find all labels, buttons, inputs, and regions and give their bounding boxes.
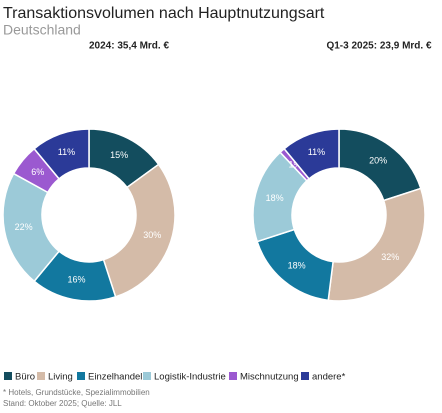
data-label: 20% (369, 156, 387, 166)
legend-swatch (77, 372, 85, 380)
data-label: 1% (289, 159, 302, 169)
legend-swatch (301, 372, 309, 380)
donut-slice (33, 128, 90, 180)
chart-subtitle: Deutschland (3, 22, 81, 38)
donut-slice (283, 128, 340, 180)
legend-label: Mischnutzung (240, 372, 299, 383)
chart-title: Transaktionsvolumen nach Hauptnutzungsar… (3, 5, 325, 22)
legend-label: andere* (312, 372, 346, 383)
donut-slice (327, 187, 426, 302)
data-label: 11% (308, 147, 325, 157)
legend-label: Einzelhandel (88, 372, 142, 383)
data-label: 22% (15, 222, 33, 232)
pie-title: 2024: 35,4 Mrd. € (89, 41, 169, 52)
legend-swatch (37, 372, 45, 380)
legend-label: Büro (15, 372, 35, 383)
data-label: 18% (266, 193, 284, 203)
legend-swatch (229, 372, 237, 380)
data-label: 6% (31, 167, 44, 177)
legend-label: Logistik-Industrie (154, 372, 226, 383)
legend-swatch (4, 372, 12, 380)
data-label: 11% (58, 147, 75, 157)
legend-swatch (143, 372, 151, 380)
data-label: 15% (110, 150, 128, 160)
footnote: Stand: Oktober 2025; Quelle: JLL (3, 399, 122, 408)
data-label: 16% (68, 275, 86, 285)
donut-slice (102, 163, 176, 298)
footnote: * Hotels, Grundstücke, Spezialimmobilien (3, 388, 150, 397)
legend-label: Living (48, 372, 73, 383)
pie-title: Q1-3 2025: 23,9 Mrd. € (326, 41, 431, 52)
data-label: 30% (143, 230, 161, 240)
data-label: 32% (381, 252, 399, 262)
data-label: 18% (288, 261, 306, 271)
